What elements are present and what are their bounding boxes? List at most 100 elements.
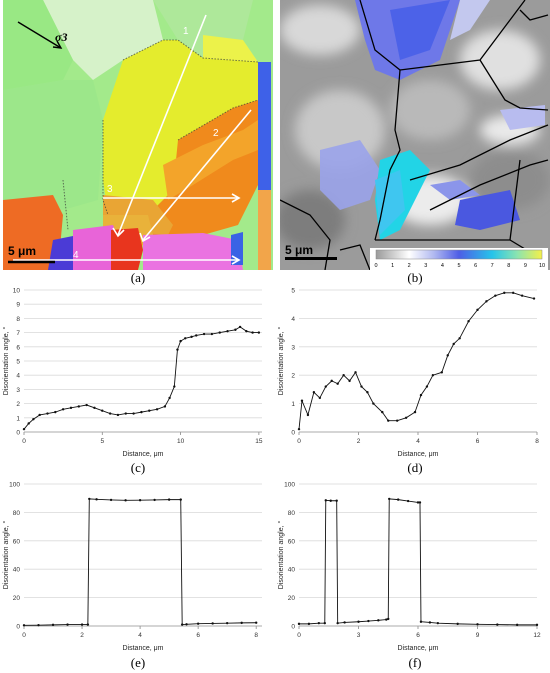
- data-point: [324, 385, 327, 388]
- data-point: [226, 329, 229, 333]
- y-tick-label: 40: [13, 567, 21, 574]
- y-tick-label: 80: [288, 510, 296, 517]
- profile-number-2: 2: [213, 128, 219, 139]
- data-point: [425, 385, 429, 388]
- data-point: [22, 427, 26, 431]
- panel-label-b: (b): [407, 270, 423, 285]
- data-point: [377, 619, 380, 622]
- orientation-map: σ3 1 2 3 4 5 μm: [3, 0, 273, 270]
- data-point: [153, 498, 156, 502]
- data-point: [140, 410, 143, 414]
- data-point: [86, 623, 90, 626]
- data-point: [476, 623, 479, 626]
- y-tick-label: 40: [288, 567, 296, 574]
- data-point: [196, 622, 200, 625]
- data-point: [496, 623, 499, 626]
- colorbar: 0 1 2 3 4 5 6 7 8 9 10: [370, 248, 548, 270]
- data-point: [535, 623, 539, 627]
- colorbar-tick-label: 1: [391, 263, 394, 269]
- x-tick-label: 8: [535, 438, 539, 445]
- series-line: [23, 326, 259, 430]
- data-point: [503, 291, 506, 295]
- data-point: [431, 374, 435, 377]
- data-point: [456, 622, 459, 626]
- data-point: [61, 408, 65, 411]
- x-tick-label: 2: [357, 438, 361, 445]
- panel-label-a: (a): [130, 270, 146, 285]
- y-tick-label: 4: [16, 373, 20, 380]
- data-point: [436, 621, 440, 625]
- data-point: [93, 406, 96, 410]
- x-tick-label: 8: [254, 632, 258, 639]
- stress-axis-label: σ3: [55, 30, 68, 44]
- profile-chart-2: 0 1 2 3 4 5 0 2 4 6 8 Distance, μm Disorientation an…: [275, 284, 550, 465]
- colorbar-tick-label: 10: [539, 263, 545, 269]
- data-point: [211, 622, 214, 625]
- x-tick-label: 9: [476, 632, 480, 639]
- data-point: [297, 622, 301, 626]
- colorbar-tick-label: 9: [524, 263, 527, 269]
- data-point: [360, 385, 363, 388]
- data-point: [494, 294, 497, 297]
- y-tick-label: 0: [16, 430, 20, 437]
- line-chart: 0 1 2 3 4 5 0 2 4 6 8 Distance, μm Disorientation an…: [277, 288, 539, 459]
- data-point: [323, 621, 326, 625]
- colorbar-tick-label: 8: [507, 263, 510, 269]
- x-tick-label: 0: [22, 632, 26, 639]
- data-point: [37, 623, 40, 627]
- scale-bar-label: 5 μm: [285, 243, 314, 257]
- profile-chart-3: 0 20 40 60 80 100 0 2 4 6 8 Distance, μm Disorientat…: [0, 478, 275, 659]
- data-point: [419, 393, 423, 397]
- panel-label-d: (d): [407, 460, 423, 475]
- data-point: [124, 412, 127, 415]
- data-point: [343, 621, 346, 624]
- data-point: [354, 371, 357, 374]
- data-point: [515, 623, 519, 627]
- line-chart: 0 20 40 60 80 100 0 2 4 6 8 Distance, μm Disorientat…: [2, 482, 262, 652]
- data-point: [77, 405, 81, 408]
- y-axis-label: Disorientation angle, °: [277, 521, 285, 590]
- panel-label-f: (f): [408, 655, 422, 670]
- panel-label-e: (e): [130, 655, 146, 670]
- colorbar-tick-label: 5: [457, 263, 460, 269]
- line-chart: 0 20 40 60 80 100 0 3 6 9 12 Distance, μm Disorienta…: [277, 482, 541, 653]
- data-point: [458, 337, 461, 340]
- data-point: [95, 498, 98, 501]
- y-tick-label: 6: [16, 344, 20, 351]
- data-point: [318, 396, 322, 400]
- data-point: [257, 331, 261, 334]
- data-point: [27, 422, 30, 425]
- colorbar-tick-label: 7: [491, 263, 494, 269]
- x-tick-label: 5: [100, 438, 104, 445]
- x-tick-label: 15: [255, 438, 263, 445]
- data-point: [179, 339, 182, 343]
- data-point: [238, 325, 242, 329]
- data-point: [428, 621, 432, 624]
- y-tick-label: 2: [16, 401, 20, 408]
- data-point: [406, 499, 410, 503]
- data-point: [225, 621, 229, 625]
- kam-map-image: [280, 0, 550, 270]
- data-point: [245, 329, 248, 333]
- data-point: [317, 621, 321, 625]
- x-axis-label: Distance, μm: [398, 451, 439, 458]
- scale-bar-label: 5 μm: [8, 244, 37, 258]
- data-point: [240, 621, 243, 625]
- data-point: [22, 624, 26, 627]
- orientation-map-image: [3, 0, 273, 270]
- data-point: [532, 297, 536, 300]
- series-line: [23, 498, 257, 626]
- data-point: [179, 498, 182, 501]
- colorbar-tick-label: 2: [408, 263, 411, 269]
- data-point: [324, 499, 327, 502]
- profile-number-3: 3: [107, 184, 113, 195]
- x-tick-label: 0: [297, 438, 301, 445]
- data-point: [357, 620, 360, 623]
- data-point: [396, 498, 400, 501]
- data-point: [520, 294, 524, 297]
- data-point: [348, 379, 351, 383]
- data-point: [372, 402, 375, 405]
- y-tick-label: 3: [16, 387, 20, 394]
- data-point: [366, 391, 369, 394]
- data-point: [138, 498, 142, 502]
